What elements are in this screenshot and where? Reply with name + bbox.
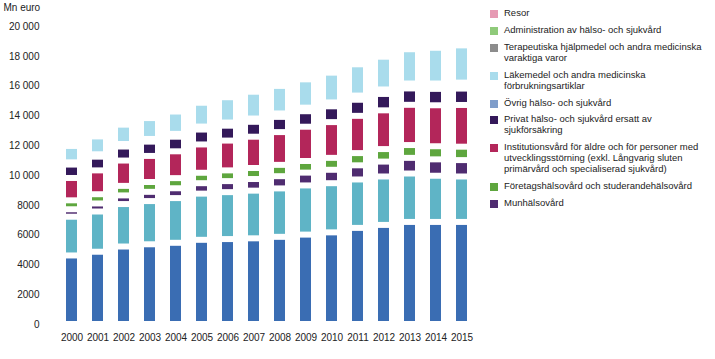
html-text:Resor: Resor <box>504 7 530 18</box>
svg-text:10 000: 10 000 <box>9 170 40 181</box>
html-text:Företagshälsovård och studeran: Företagshälsovård och studerandehälsovår… <box>504 180 692 192</box>
html-text:Munhälsovård: Munhälsovård <box>504 197 564 208</box>
svg-text:20 000: 20 000 <box>9 21 40 32</box>
svg-text:2005: 2005 <box>191 332 214 343</box>
html-text:Institutionsvård för äldre och: Institutionsvård för äldre och för perso… <box>504 141 699 175</box>
svg-text:2009: 2009 <box>295 332 318 343</box>
svg-text:4000: 4000 <box>17 259 40 270</box>
html-text:Övrig hälso- och sjukvård: Övrig hälso- och sjukvård <box>504 96 612 108</box>
svg-text:2001: 2001 <box>87 332 110 343</box>
svg-text:Mn euro: Mn euro <box>4 2 41 13</box>
svg-text:2011: 2011 <box>347 332 369 343</box>
html-text:Privat hälso- och sjukvård ers: Privat hälso- och sjukvård ersatt av sju… <box>504 113 652 136</box>
svg-text:2015: 2015 <box>451 332 474 343</box>
svg-text:2007: 2007 <box>243 332 266 343</box>
svg-text:16 000: 16 000 <box>9 80 40 91</box>
svg-text:14 000: 14 000 <box>9 110 40 121</box>
html-text:Läkemedel och andra medicinska: Läkemedel och andra medicinska förbrukni… <box>504 68 646 91</box>
svg-text:2000: 2000 <box>61 332 84 343</box>
svg-text:6000: 6000 <box>17 229 40 240</box>
html-text:Terapeutiska hjälpmedel och an: Terapeutiska hjälpmedel och andra medici… <box>504 40 702 63</box>
svg-text:2003: 2003 <box>139 332 162 343</box>
svg-text:2014: 2014 <box>425 332 448 343</box>
svg-text:2002: 2002 <box>113 332 136 343</box>
svg-text:2006: 2006 <box>217 332 240 343</box>
html-text:Administration av hälso- och s: Administration av hälso- och sjukvård <box>504 23 662 35</box>
svg-text:2013: 2013 <box>399 332 422 343</box>
svg-text:18 000: 18 000 <box>9 51 40 62</box>
svg-text:8000: 8000 <box>17 200 40 211</box>
svg-text:12 000: 12 000 <box>9 140 40 151</box>
svg-text:2004: 2004 <box>165 332 188 343</box>
svg-text:2012: 2012 <box>373 332 396 343</box>
svg-text:2010: 2010 <box>321 332 344 343</box>
svg-text:0: 0 <box>34 319 40 330</box>
svg-text:2008: 2008 <box>269 332 292 343</box>
svg-text:2000: 2000 <box>17 289 40 300</box>
